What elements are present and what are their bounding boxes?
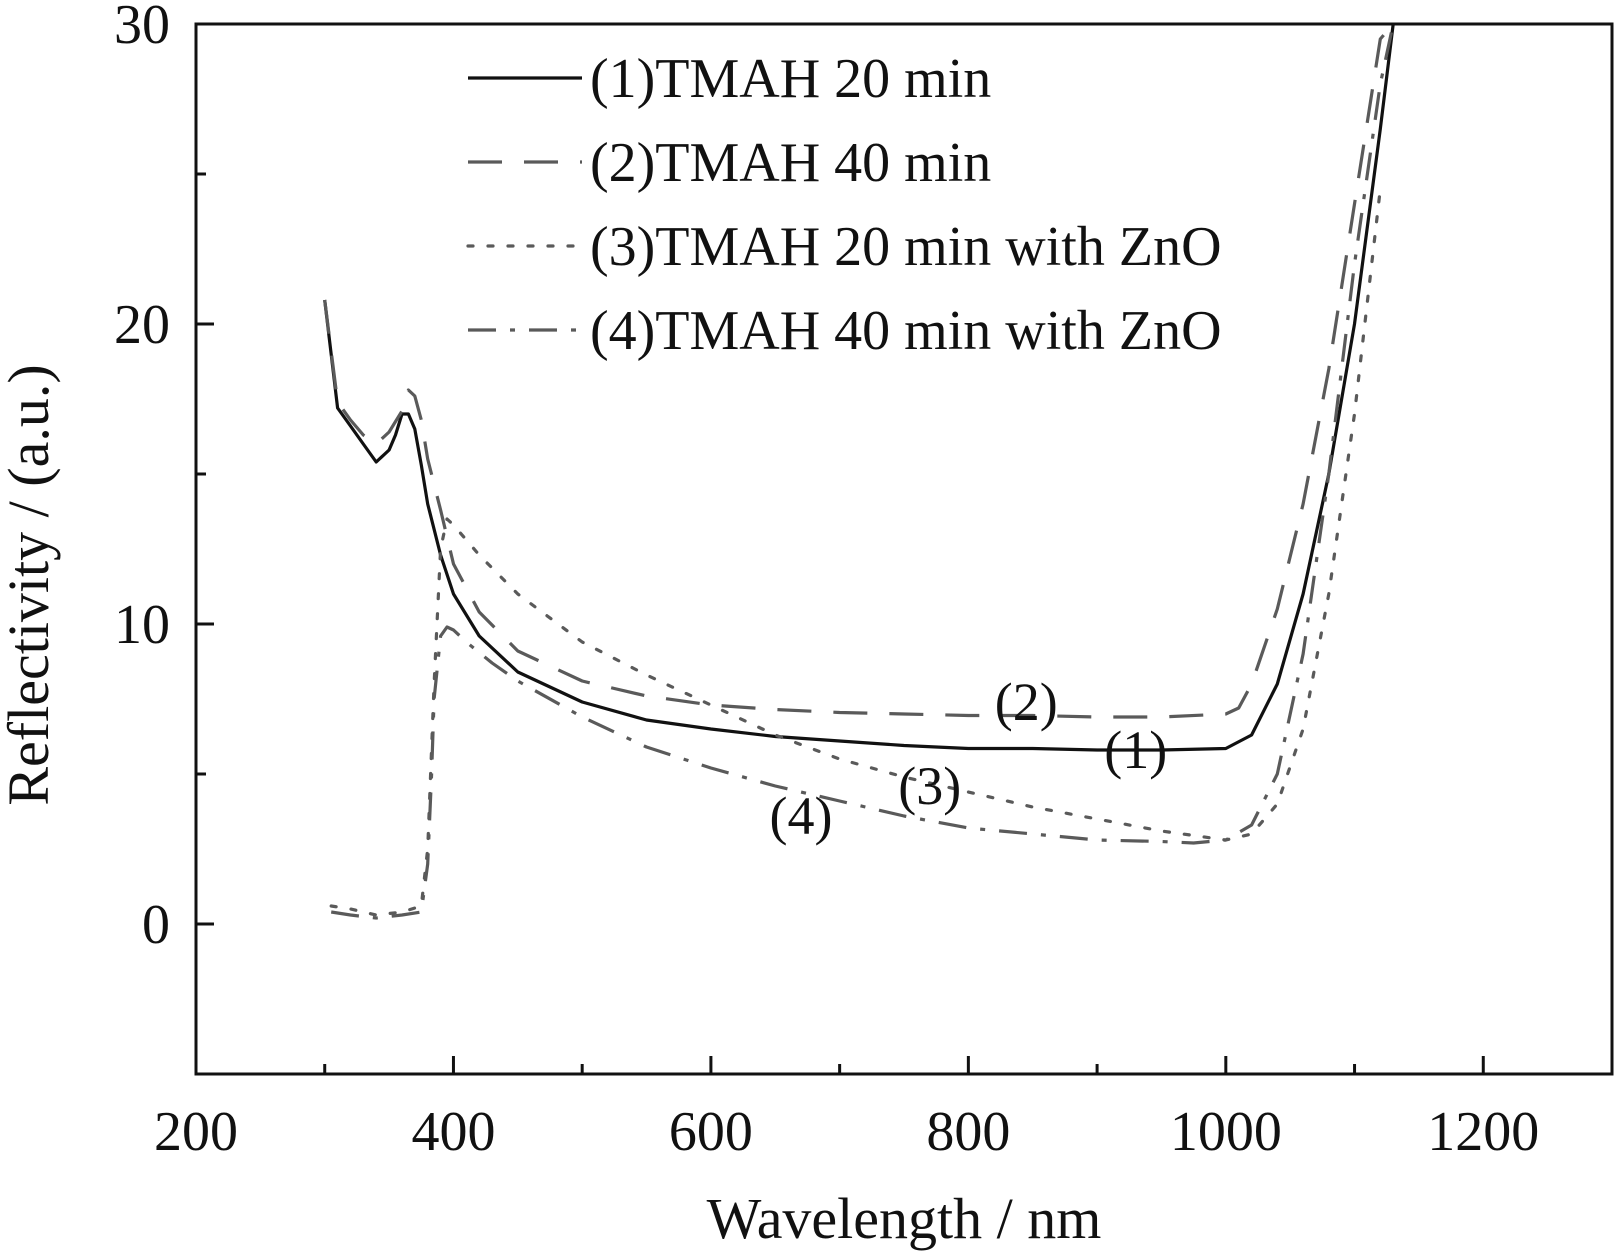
series-annotation-4: (4) [770, 786, 833, 846]
y-tick-label: 20 [114, 294, 170, 356]
legend: (1)TMAH 20 min (2)TMAH 40 min (3)TMAH 20 m… [466, 48, 1222, 362]
x-tick-label: 1000 [1170, 1101, 1282, 1163]
plot-frame [194, 22, 1614, 1076]
x-axis-ticks: 200 400 600 800 1000 1200 [154, 1056, 1614, 1163]
x-tick-label: 400 [411, 1101, 495, 1163]
legend-label-4: (4)TMAH 40 min with ZnO [590, 300, 1222, 362]
x-tick-label: 1200 [1427, 1101, 1539, 1163]
legend-label-2: (2)TMAH 40 min [590, 132, 991, 194]
x-tick-label: 800 [926, 1101, 1010, 1163]
series-line-2 [323, 24, 1395, 719]
y-tick-label: 30 [114, 0, 170, 56]
series-layer [323, 24, 1395, 920]
x-tick-label: 600 [669, 1101, 753, 1163]
series-line-1 [323, 24, 1395, 752]
series-annotation-1: (1) [1104, 720, 1167, 780]
legend-label-1: (1)TMAH 20 min [590, 48, 991, 110]
y-tick-label: 0 [142, 894, 170, 956]
y-tick-label: 10 [114, 594, 170, 656]
series-line-3 [329, 187, 1382, 917]
y-axis-label: Reflectivity / (a.u.) [0, 364, 61, 805]
x-axis-label: Wavelength / nm [707, 1186, 1102, 1251]
legend-label-3: (3)TMAH 20 min with ZnO [590, 216, 1222, 278]
series-annotation-3: (3) [898, 756, 961, 816]
series-annotation-2: (2) [995, 672, 1058, 732]
series-line-4 [330, 24, 1395, 920]
x-tick-label: 200 [154, 1101, 238, 1163]
y-axis-ticks: 0 10 20 30 [114, 0, 214, 956]
series-annotations: (1) (2) (3) (4) [770, 672, 1168, 846]
